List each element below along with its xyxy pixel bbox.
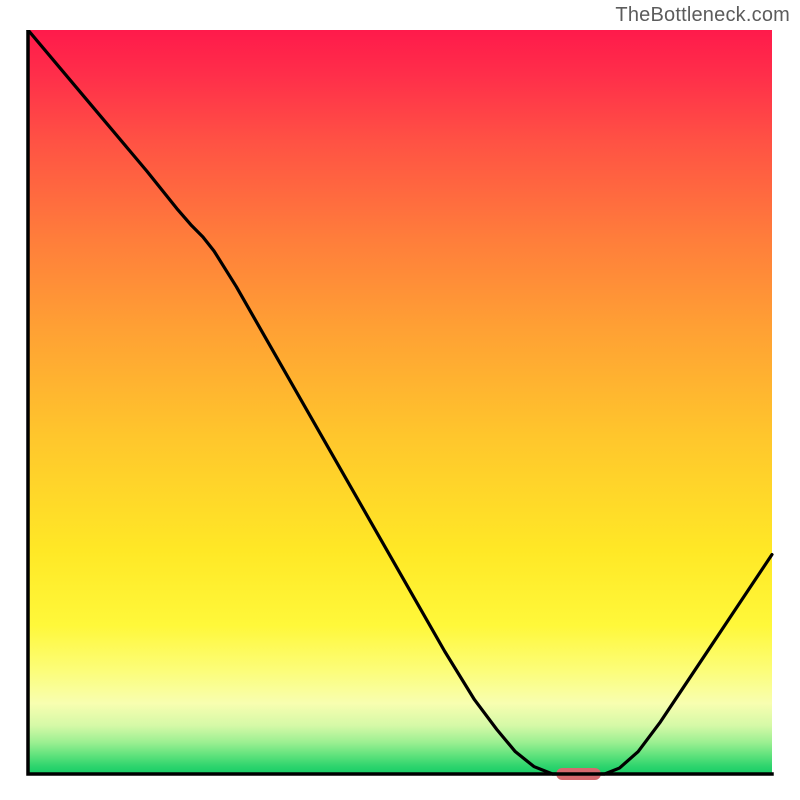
plot-background (28, 30, 772, 774)
watermark-text: TheBottleneck.com (615, 4, 790, 27)
chart-svg (10, 30, 790, 792)
bottleneck-chart (10, 30, 790, 792)
